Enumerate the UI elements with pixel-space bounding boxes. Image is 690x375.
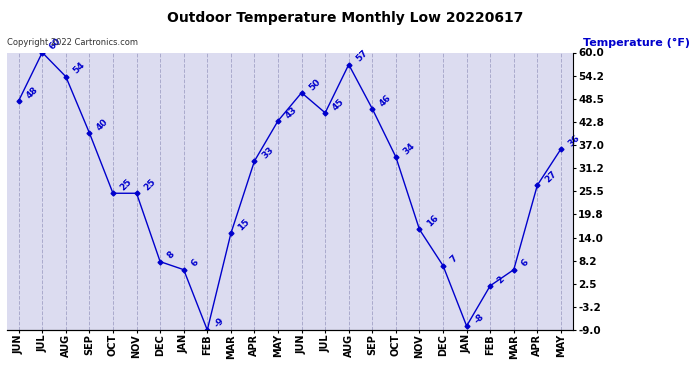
Text: 33: 33 [260, 145, 275, 160]
Text: 43: 43 [284, 105, 299, 120]
Text: 54: 54 [71, 60, 87, 76]
Text: Outdoor Temperature Monthly Low 20220617: Outdoor Temperature Monthly Low 20220617 [167, 11, 523, 25]
Text: 36: 36 [566, 133, 582, 148]
Text: 16: 16 [425, 213, 440, 229]
Text: Copyright 2022 Cartronics.com: Copyright 2022 Cartronics.com [7, 38, 138, 47]
Text: 6: 6 [189, 258, 200, 269]
Text: 7: 7 [448, 254, 460, 265]
Text: Temperature (°F): Temperature (°F) [583, 38, 690, 48]
Text: -8: -8 [472, 312, 486, 325]
Text: 25: 25 [142, 177, 157, 192]
Text: 15: 15 [237, 217, 252, 233]
Text: 2: 2 [495, 274, 506, 285]
Text: 40: 40 [95, 117, 110, 132]
Text: 34: 34 [402, 141, 417, 156]
Text: 48: 48 [24, 85, 39, 100]
Text: 60: 60 [48, 37, 63, 52]
Text: -9: -9 [213, 316, 226, 329]
Text: 46: 46 [378, 93, 393, 108]
Text: 8: 8 [166, 250, 177, 261]
Text: 57: 57 [354, 48, 370, 64]
Text: 25: 25 [119, 177, 134, 192]
Text: 45: 45 [331, 97, 346, 112]
Text: 6: 6 [520, 258, 530, 269]
Text: 50: 50 [307, 77, 322, 92]
Text: 27: 27 [543, 169, 558, 184]
